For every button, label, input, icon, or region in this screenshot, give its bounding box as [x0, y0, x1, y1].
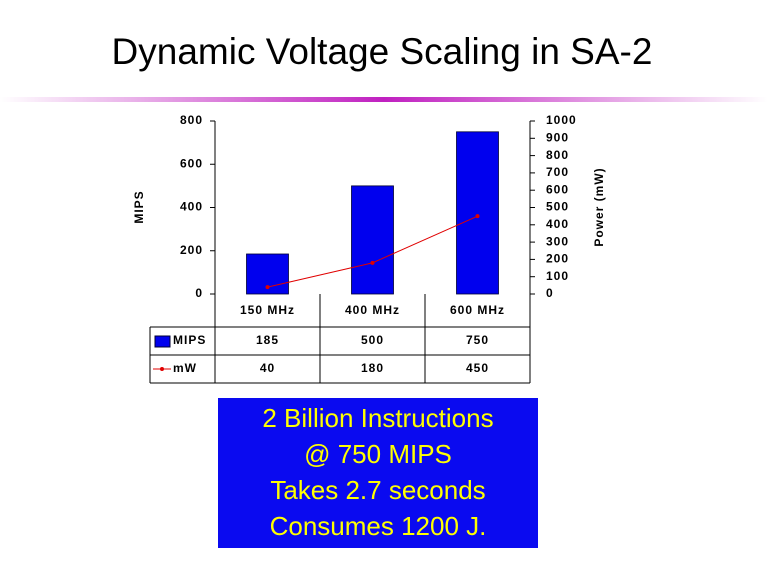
- point: [475, 214, 480, 219]
- bar: [456, 131, 499, 295]
- table-value: 750: [466, 333, 489, 347]
- legend-swatch: [154, 335, 171, 348]
- table-value: 180: [361, 361, 384, 375]
- title-rule: [0, 97, 768, 102]
- x-tick-label: 150 MHz: [240, 303, 295, 317]
- y2-tick-label: 100: [546, 269, 569, 283]
- point: [370, 260, 375, 265]
- y2-tick-label: 300: [546, 234, 569, 248]
- annotation-line: Takes 2.7 seconds: [270, 475, 485, 505]
- y2-tick-label: 900: [546, 130, 569, 144]
- legend-label: MIPS: [173, 333, 206, 347]
- y2-tick-label: 200: [546, 252, 569, 266]
- annotation-line: 2 Billion Instructions: [262, 403, 493, 433]
- legend-swatch: [160, 367, 164, 371]
- y2-tick-label: 1000: [546, 113, 577, 127]
- table-value: 185: [256, 333, 279, 347]
- y2-tick-label: 800: [546, 148, 569, 162]
- table-value: 40: [260, 361, 275, 375]
- y-tick-label: 600: [180, 156, 203, 170]
- x-tick-label: 400 MHz: [345, 303, 400, 317]
- y2-tick-label: 0: [546, 286, 554, 300]
- x-tick-label: 600 MHz: [450, 303, 505, 317]
- y2-tick-label: 500: [546, 200, 569, 214]
- y-tick-label: 800: [180, 113, 203, 127]
- y2-tick-label: 400: [546, 217, 569, 231]
- bar: [351, 185, 394, 295]
- y2-tick-label: 600: [546, 182, 569, 196]
- y-axis-label: MIPS: [132, 190, 146, 223]
- y2-tick-label: 700: [546, 165, 569, 179]
- y-tick-label: 400: [180, 200, 203, 214]
- annotation-box: [218, 398, 538, 548]
- point: [265, 285, 270, 290]
- slide-title: Dynamic Voltage Scaling in SA-2: [112, 31, 653, 72]
- legend-label: mW: [173, 361, 197, 375]
- y-tick-label: 0: [195, 286, 203, 300]
- table-value: 500: [361, 333, 384, 347]
- annotation-line: @ 750 MIPS: [304, 439, 452, 469]
- y2-axis-label: Power (mW): [592, 167, 606, 246]
- table-value: 450: [466, 361, 489, 375]
- annotation-line: Consumes 1200 J.: [270, 511, 487, 541]
- y-tick-label: 200: [180, 243, 203, 257]
